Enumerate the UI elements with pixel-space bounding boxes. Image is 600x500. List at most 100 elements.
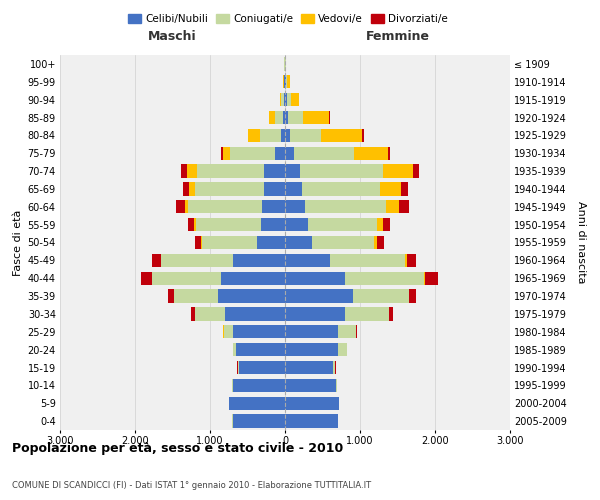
Bar (183, 182, 189, 196)
Bar (275, 146, 285, 160)
Bar (407, 254, 416, 267)
Bar (285, 396, 339, 410)
Bar (281, 128, 285, 142)
Bar (275, 111, 283, 124)
Bar (424, 272, 425, 285)
Bar (354, 146, 388, 160)
Bar (425, 272, 438, 285)
Bar (285, 218, 308, 232)
Bar (285, 111, 288, 124)
Bar (300, 164, 383, 178)
Bar (409, 290, 416, 303)
Bar (329, 111, 330, 124)
Bar (188, 200, 262, 213)
Bar (285, 325, 337, 338)
Bar (285, 236, 312, 249)
Bar (233, 254, 285, 267)
Bar (195, 307, 225, 320)
Bar (262, 200, 285, 213)
Bar (191, 307, 195, 320)
Bar (261, 218, 285, 232)
Bar (287, 93, 291, 106)
Bar (356, 325, 357, 338)
Bar (225, 307, 285, 320)
Bar (388, 146, 390, 160)
Bar (194, 218, 196, 232)
Bar (233, 378, 285, 392)
Bar (280, 93, 281, 106)
Bar (221, 146, 223, 160)
Bar (377, 236, 384, 249)
Bar (281, 93, 284, 106)
Bar (287, 75, 290, 88)
Bar (321, 128, 362, 142)
Bar (221, 272, 285, 285)
Bar (284, 93, 285, 106)
Bar (196, 218, 261, 232)
Bar (333, 361, 335, 374)
Bar (305, 200, 386, 213)
Bar (377, 218, 383, 232)
Bar (285, 200, 305, 213)
Bar (233, 414, 285, 428)
Bar (152, 254, 161, 267)
Bar (302, 182, 380, 196)
Bar (229, 396, 285, 410)
Bar (386, 200, 399, 213)
Bar (308, 218, 377, 232)
Bar (362, 128, 364, 142)
Bar (284, 75, 285, 88)
Bar (257, 236, 285, 249)
Bar (389, 307, 392, 320)
Bar (189, 182, 195, 196)
Bar (185, 200, 188, 213)
Bar (288, 111, 303, 124)
Bar (413, 164, 419, 178)
Bar (152, 272, 221, 285)
Bar (383, 218, 390, 232)
Bar (399, 200, 409, 213)
Bar (264, 182, 285, 196)
Bar (248, 128, 260, 142)
Bar (239, 361, 285, 374)
Bar (285, 290, 353, 303)
Bar (218, 290, 285, 303)
Bar (401, 182, 408, 196)
Bar (294, 146, 354, 160)
Y-axis label: Anni di nascita: Anni di nascita (577, 201, 586, 284)
Bar (174, 290, 218, 303)
Bar (290, 128, 321, 142)
Bar (195, 236, 201, 249)
Bar (285, 254, 330, 267)
Bar (269, 111, 275, 124)
Bar (233, 325, 285, 338)
Bar (303, 111, 329, 124)
Bar (285, 182, 302, 196)
Bar (238, 361, 239, 374)
Bar (345, 272, 424, 285)
Bar (236, 343, 285, 356)
Bar (223, 325, 233, 338)
Bar (285, 75, 286, 88)
Bar (336, 378, 337, 392)
Bar (202, 236, 257, 249)
Bar (373, 236, 377, 249)
Bar (187, 164, 197, 178)
Bar (312, 236, 373, 249)
Bar (330, 254, 405, 267)
Bar (383, 164, 413, 178)
Bar (345, 307, 389, 320)
Bar (285, 307, 345, 320)
Text: Femmine: Femmine (365, 30, 430, 43)
Bar (195, 182, 264, 196)
Bar (283, 111, 285, 124)
Bar (233, 343, 236, 356)
Legend: Celibi/Nubili, Coniugati/e, Vedovi/e, Divorziati/e: Celibi/Nubili, Coniugati/e, Vedovi/e, Di… (124, 10, 452, 29)
Bar (223, 146, 230, 160)
Bar (285, 146, 294, 160)
Bar (285, 378, 336, 392)
Bar (285, 128, 290, 142)
Y-axis label: Fasce di età: Fasce di età (13, 210, 23, 276)
Bar (380, 182, 401, 196)
Bar (285, 93, 287, 106)
